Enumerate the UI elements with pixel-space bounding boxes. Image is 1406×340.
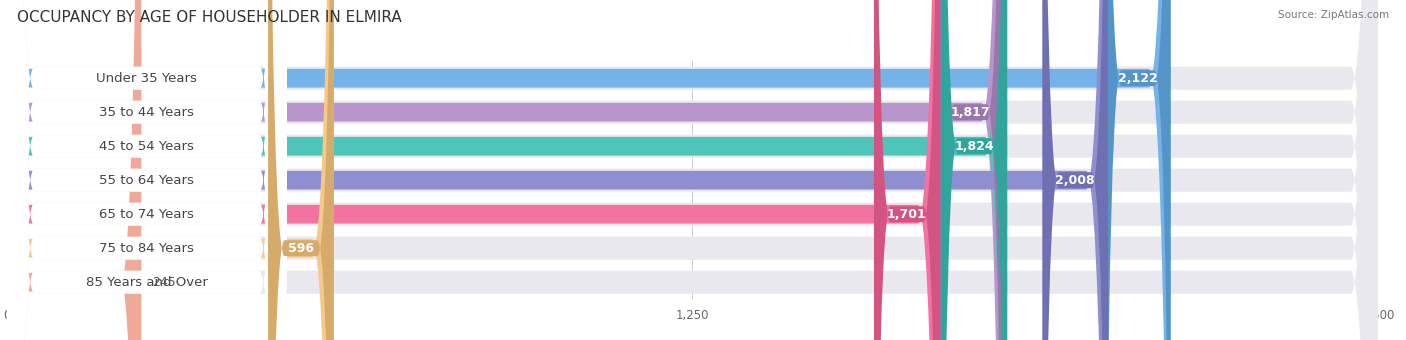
Text: 85 Years and Over: 85 Years and Over	[86, 276, 208, 289]
FancyBboxPatch shape	[7, 0, 287, 340]
Text: OCCUPANCY BY AGE OF HOUSEHOLDER IN ELMIRA: OCCUPANCY BY AGE OF HOUSEHOLDER IN ELMIR…	[17, 10, 402, 25]
FancyBboxPatch shape	[7, 0, 287, 340]
FancyBboxPatch shape	[7, 0, 1004, 340]
Text: 1,817: 1,817	[950, 106, 990, 119]
FancyBboxPatch shape	[269, 0, 333, 340]
Text: 2,008: 2,008	[1056, 174, 1095, 187]
FancyBboxPatch shape	[7, 0, 1171, 340]
Text: 2,122: 2,122	[1118, 72, 1157, 85]
Text: 55 to 64 Years: 55 to 64 Years	[100, 174, 194, 187]
Text: 75 to 84 Years: 75 to 84 Years	[100, 242, 194, 255]
FancyBboxPatch shape	[942, 0, 1007, 340]
Text: 1,824: 1,824	[955, 140, 994, 153]
FancyBboxPatch shape	[7, 0, 1378, 340]
FancyBboxPatch shape	[7, 0, 142, 340]
Text: Source: ZipAtlas.com: Source: ZipAtlas.com	[1278, 10, 1389, 20]
FancyBboxPatch shape	[7, 0, 287, 340]
FancyBboxPatch shape	[7, 0, 333, 340]
FancyBboxPatch shape	[7, 0, 1378, 340]
FancyBboxPatch shape	[7, 0, 1378, 340]
Text: 65 to 74 Years: 65 to 74 Years	[100, 208, 194, 221]
FancyBboxPatch shape	[7, 0, 287, 340]
FancyBboxPatch shape	[1042, 0, 1108, 340]
FancyBboxPatch shape	[7, 0, 287, 340]
Text: 596: 596	[288, 242, 314, 255]
FancyBboxPatch shape	[938, 0, 1004, 340]
Text: 35 to 44 Years: 35 to 44 Years	[100, 106, 194, 119]
FancyBboxPatch shape	[7, 0, 1378, 340]
FancyBboxPatch shape	[7, 0, 287, 340]
FancyBboxPatch shape	[7, 0, 1108, 340]
FancyBboxPatch shape	[7, 0, 1007, 340]
FancyBboxPatch shape	[7, 0, 1378, 340]
FancyBboxPatch shape	[875, 0, 939, 340]
FancyBboxPatch shape	[7, 0, 939, 340]
FancyBboxPatch shape	[7, 0, 287, 340]
FancyBboxPatch shape	[7, 0, 1378, 340]
Text: 1,701: 1,701	[887, 208, 927, 221]
Text: 245: 245	[152, 276, 176, 289]
Text: 45 to 54 Years: 45 to 54 Years	[100, 140, 194, 153]
FancyBboxPatch shape	[7, 0, 1378, 340]
FancyBboxPatch shape	[1105, 0, 1171, 340]
Text: Under 35 Years: Under 35 Years	[97, 72, 197, 85]
